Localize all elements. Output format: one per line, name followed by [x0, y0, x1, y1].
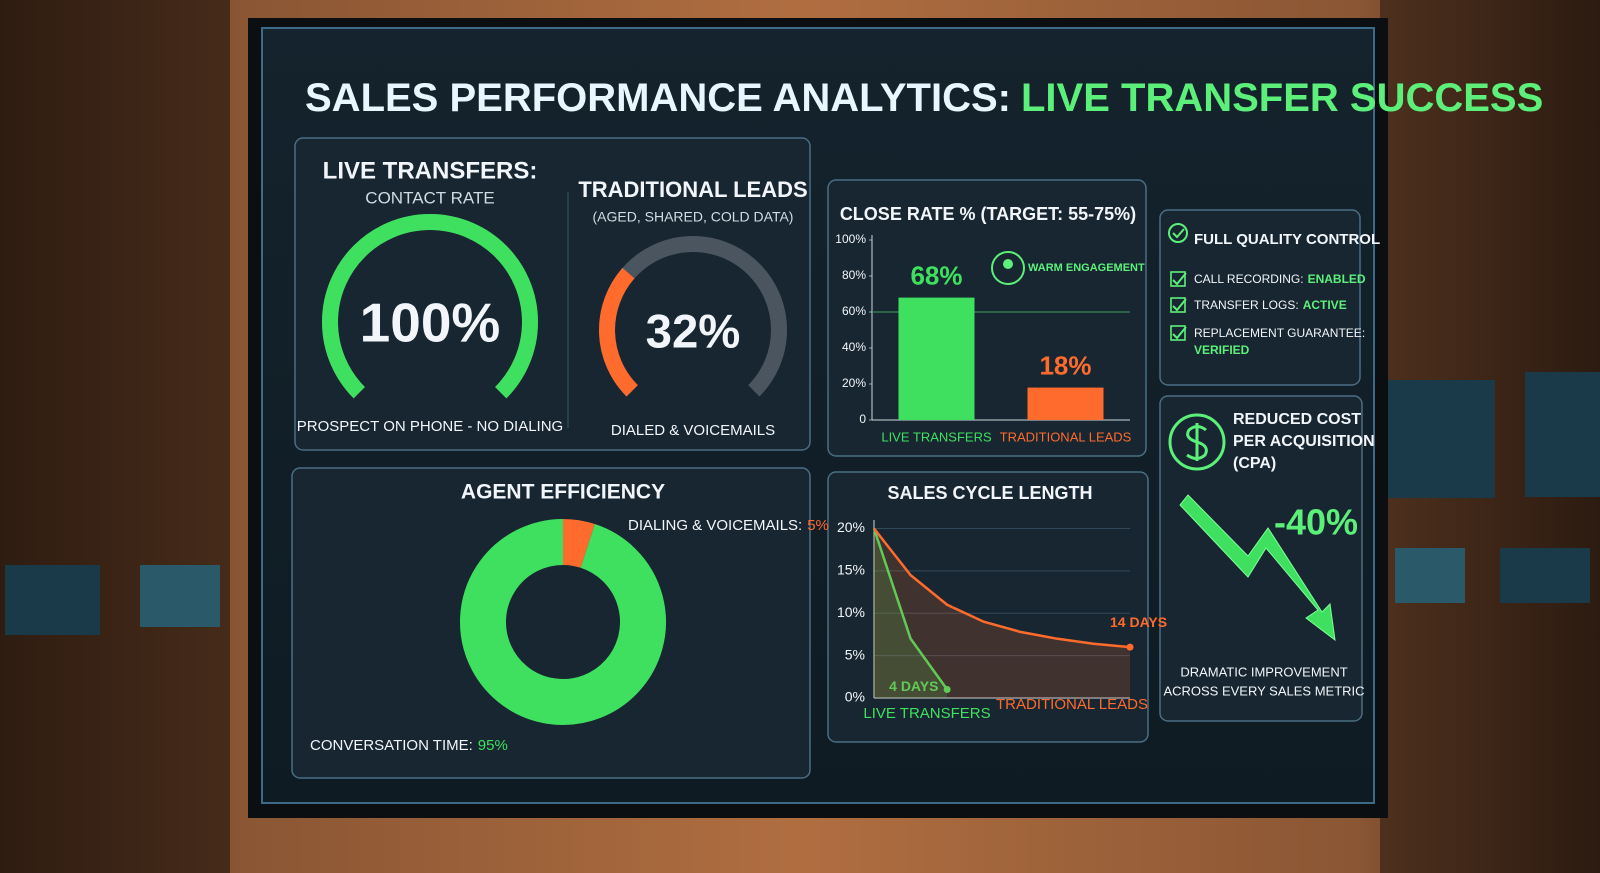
monitor: [1385, 380, 1495, 498]
y-tick-label: 60%: [842, 304, 866, 318]
series-end-dot: [943, 686, 951, 694]
gauge-subtitle: (AGED, SHARED, COLD DATA): [593, 209, 794, 225]
monitor: [140, 565, 220, 627]
monitor: [1395, 548, 1465, 603]
item-status: ACTIVE: [1303, 298, 1347, 312]
office-left: [0, 0, 230, 873]
end-label: 14 DAYS: [1110, 614, 1167, 630]
engagement-icon-dot: [1003, 259, 1013, 269]
quality-item: CALL RECORDING: ENABLED: [1194, 272, 1366, 286]
item-status: VERIFIED: [1194, 343, 1250, 357]
title-main: SALES PERFORMANCE ANALYTICS:: [305, 76, 1011, 120]
monitor: [1500, 548, 1590, 603]
gauge-arc: [322, 214, 538, 399]
segment-value: 95%: [478, 737, 508, 754]
gauge-title: TRADITIONAL LEADS: [578, 177, 807, 202]
y-tick-label: 20%: [837, 519, 865, 535]
quality-title: FULL QUALITY CONTROL: [1194, 231, 1380, 248]
bar-value-label: 68%: [910, 260, 962, 290]
series-end-dot: [1126, 643, 1134, 651]
y-tick-label: 40%: [842, 340, 866, 354]
segment-label: CONVERSATION TIME: 95%: [310, 737, 508, 754]
cpa-caption: ACROSS EVERY SALES METRIC: [1163, 683, 1364, 698]
y-tick-label: 80%: [842, 268, 866, 282]
item-label: REPLACEMENT GUARANTEE:: [1194, 326, 1365, 340]
monitor: [5, 565, 100, 635]
check-circle-icon: [1168, 223, 1188, 243]
check-icon: [1172, 326, 1187, 340]
segment-name: DIALING & VOICEMAILS:: [628, 517, 802, 534]
item-label: TRANSFER LOGS:: [1194, 298, 1299, 312]
cpa-title: PER ACQUISITION: [1233, 433, 1375, 450]
engagement-icon: [991, 251, 1025, 285]
y-tick-label: 0%: [845, 689, 865, 705]
y-tick-label: 15%: [837, 562, 865, 578]
x-tick-label: LIVE TRANSFERS: [881, 429, 992, 444]
check-icon: [1172, 272, 1187, 286]
dollar-sign: [1186, 423, 1208, 461]
item-status: ENABLED: [1308, 272, 1366, 286]
end-label: 4 DAYS: [889, 678, 938, 694]
x-tick-label: TRADITIONAL LEADS: [1000, 429, 1132, 444]
gauge-subtitle: CONTACT RATE: [365, 188, 494, 207]
bar: [898, 297, 975, 420]
donut-segment: [562, 519, 595, 569]
y-tick-label: 100%: [835, 232, 866, 246]
cpa-caption: DRAMATIC IMPROVEMENT: [1180, 664, 1347, 679]
gauge-caption: PROSPECT ON PHONE - NO DIALING: [297, 418, 563, 435]
quality-panel: [1159, 209, 1361, 386]
check-icon: [1172, 298, 1187, 312]
dollar-icon: [1168, 413, 1226, 471]
donut-title: AGENT EFFICIENCY: [461, 481, 665, 504]
segment-value: 5%: [807, 517, 829, 534]
gauge-arc: [599, 267, 639, 397]
title-highlight: LIVE TRANSFER SUCCESS: [1021, 76, 1543, 120]
series-line: [873, 527, 1131, 649]
gauge-caption: DIALED & VOICEMAILS: [611, 422, 775, 439]
check-icon: [1172, 228, 1185, 239]
cpa-title: (CPA): [1233, 455, 1276, 472]
item-label: CALL RECORDING:: [1194, 272, 1304, 286]
gauge-title: LIVE TRANSFERS:: [323, 157, 538, 184]
segment-name: CONVERSATION TIME:: [310, 737, 473, 754]
y-tick-label: 20%: [842, 376, 866, 390]
cpa-panel: [1159, 395, 1363, 722]
line-title: SALES CYCLE LENGTH: [887, 483, 1092, 503]
donut-segment: [460, 519, 666, 725]
down-arrow: [1179, 494, 1336, 642]
bar-value-label: 18%: [1039, 350, 1091, 380]
bar-title: CLOSE RATE % (TARGET: 55-75%): [840, 204, 1136, 224]
series-name: TRADITIONAL LEADS: [996, 696, 1148, 713]
page-title: SALES PERFORMANCE ANALYTICS: LIVE TRANSFE…: [305, 76, 1543, 120]
series-name: LIVE TRANSFERS: [863, 705, 990, 722]
y-tick-label: 5%: [845, 646, 865, 662]
checkbox-icon: [1170, 271, 1186, 287]
checkbox-icon: [1170, 325, 1186, 341]
y-tick-label: 0: [859, 412, 866, 426]
efficiency-panel: [291, 467, 811, 779]
quality-item: TRANSFER LOGS: ACTIVE: [1194, 298, 1347, 312]
gauge-value: 100%: [360, 292, 501, 354]
monitor: [1525, 372, 1600, 497]
series-area: [874, 528, 1130, 698]
bar: [1027, 387, 1104, 420]
gauge-value: 32%: [646, 306, 741, 359]
series-area: [874, 528, 948, 698]
cpa-title: REDUCED COST: [1233, 411, 1361, 428]
y-tick-label: 10%: [837, 604, 865, 620]
segment-label: DIALING & VOICEMAILS: 5%: [628, 517, 829, 534]
annotation: WARM ENGAGEMENT: [1028, 262, 1145, 274]
cycle-panel: [827, 471, 1149, 743]
checkbox-icon: [1170, 297, 1186, 313]
cpa-change: -40%: [1274, 502, 1358, 543]
series-line: [872, 528, 949, 691]
